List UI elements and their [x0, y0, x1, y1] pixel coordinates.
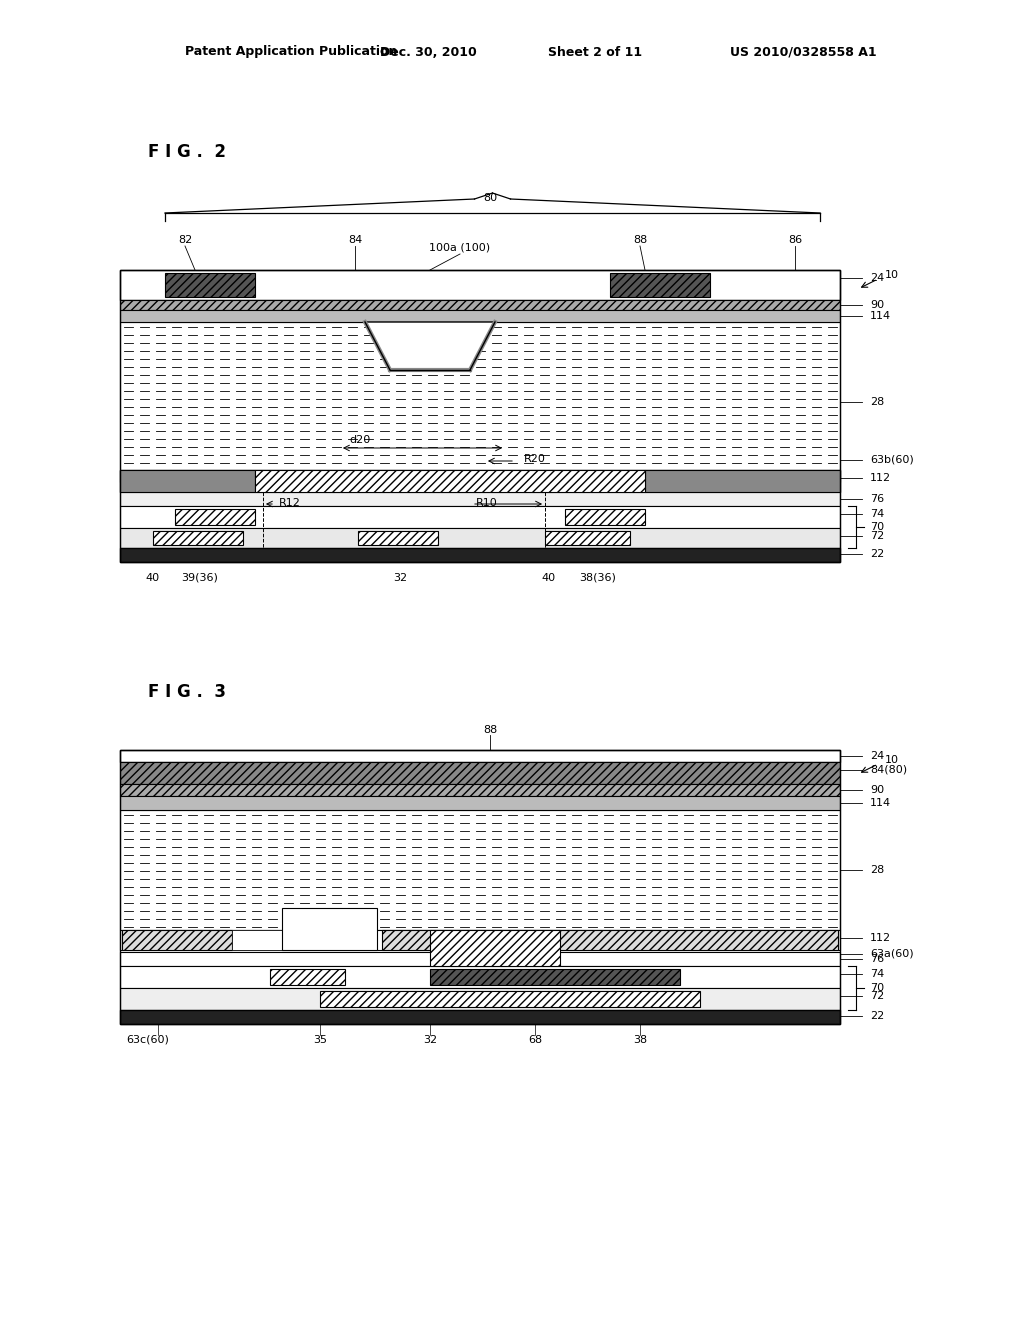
- Bar: [120, 310, 840, 322]
- Bar: [122, 931, 232, 950]
- Text: 28: 28: [870, 397, 885, 407]
- Text: 40: 40: [541, 573, 555, 583]
- Bar: [120, 548, 840, 562]
- Text: 24: 24: [870, 751, 885, 762]
- Text: 63c(60): 63c(60): [127, 1035, 169, 1045]
- Text: 112: 112: [870, 473, 891, 483]
- Text: 22: 22: [870, 1011, 885, 1020]
- Bar: [430, 931, 560, 966]
- Text: 70: 70: [870, 983, 884, 993]
- Text: Sheet 2 of 11: Sheet 2 of 11: [548, 45, 642, 58]
- Bar: [120, 750, 840, 762]
- Bar: [120, 987, 840, 1010]
- Text: 82: 82: [178, 235, 193, 246]
- Text: 22: 22: [870, 549, 885, 558]
- Text: 24: 24: [870, 273, 885, 282]
- Bar: [120, 796, 840, 810]
- Text: 38: 38: [633, 1035, 647, 1045]
- Text: Dec. 30, 2010: Dec. 30, 2010: [380, 45, 477, 58]
- Bar: [319, 991, 700, 1007]
- Text: F I G .  3: F I G . 3: [148, 682, 226, 701]
- Bar: [120, 492, 840, 506]
- Text: 88: 88: [633, 235, 647, 246]
- Text: 90: 90: [870, 785, 884, 795]
- Bar: [232, 931, 282, 950]
- Text: 10: 10: [885, 755, 899, 766]
- Bar: [120, 931, 840, 950]
- Bar: [645, 470, 840, 492]
- Text: 72: 72: [870, 991, 885, 1001]
- Text: R10: R10: [476, 498, 498, 508]
- Text: d20: d20: [349, 436, 371, 445]
- Text: 39(36): 39(36): [181, 573, 218, 583]
- Text: R20: R20: [524, 454, 546, 465]
- Text: 40: 40: [146, 573, 160, 583]
- Bar: [120, 952, 840, 966]
- Bar: [120, 506, 840, 528]
- Bar: [153, 531, 243, 545]
- Bar: [120, 322, 840, 482]
- Bar: [120, 966, 840, 987]
- Text: 88: 88: [483, 725, 497, 735]
- Bar: [358, 531, 438, 545]
- Text: 35: 35: [313, 1035, 327, 1045]
- Bar: [120, 810, 840, 931]
- Text: 68: 68: [528, 1035, 542, 1045]
- Bar: [120, 750, 840, 1024]
- Bar: [120, 470, 255, 492]
- Text: 84: 84: [348, 235, 362, 246]
- Text: 63a(60): 63a(60): [870, 949, 913, 960]
- Text: F I G .  2: F I G . 2: [148, 143, 226, 161]
- Text: 74: 74: [870, 969, 885, 979]
- Text: 74: 74: [870, 510, 885, 519]
- Text: 72: 72: [870, 531, 885, 541]
- Text: 100a (100): 100a (100): [429, 243, 490, 253]
- Bar: [120, 528, 840, 548]
- Text: 32: 32: [393, 573, 408, 583]
- Bar: [382, 931, 838, 950]
- Bar: [545, 531, 630, 545]
- Bar: [565, 510, 645, 525]
- Text: US 2010/0328558 A1: US 2010/0328558 A1: [730, 45, 877, 58]
- Text: 38(36): 38(36): [580, 573, 616, 583]
- Text: R12: R12: [280, 498, 301, 508]
- Text: 90: 90: [870, 300, 884, 310]
- Bar: [120, 271, 840, 562]
- Text: Patent Application Publication: Patent Application Publication: [185, 45, 397, 58]
- Text: 84(80): 84(80): [870, 766, 907, 775]
- Bar: [175, 510, 255, 525]
- Text: 114: 114: [870, 312, 891, 321]
- Text: 76: 76: [870, 494, 884, 504]
- Bar: [120, 470, 840, 492]
- Text: 63b(60): 63b(60): [870, 455, 913, 465]
- Text: 86: 86: [787, 235, 802, 246]
- Bar: [120, 271, 840, 300]
- Bar: [120, 762, 840, 784]
- Bar: [120, 300, 840, 310]
- Text: 114: 114: [870, 799, 891, 808]
- Bar: [430, 969, 680, 985]
- Text: 28: 28: [870, 865, 885, 875]
- Text: 32: 32: [423, 1035, 437, 1045]
- Bar: [282, 908, 377, 950]
- Text: 70: 70: [870, 521, 884, 532]
- Bar: [120, 784, 840, 796]
- Bar: [255, 470, 645, 492]
- Text: 76: 76: [870, 954, 884, 964]
- Bar: [120, 1010, 840, 1024]
- Polygon shape: [365, 322, 495, 370]
- Bar: [165, 273, 255, 297]
- Text: 112: 112: [870, 933, 891, 942]
- Bar: [270, 969, 345, 985]
- Text: 10: 10: [885, 271, 899, 280]
- Text: 80: 80: [483, 193, 497, 203]
- Bar: [610, 273, 710, 297]
